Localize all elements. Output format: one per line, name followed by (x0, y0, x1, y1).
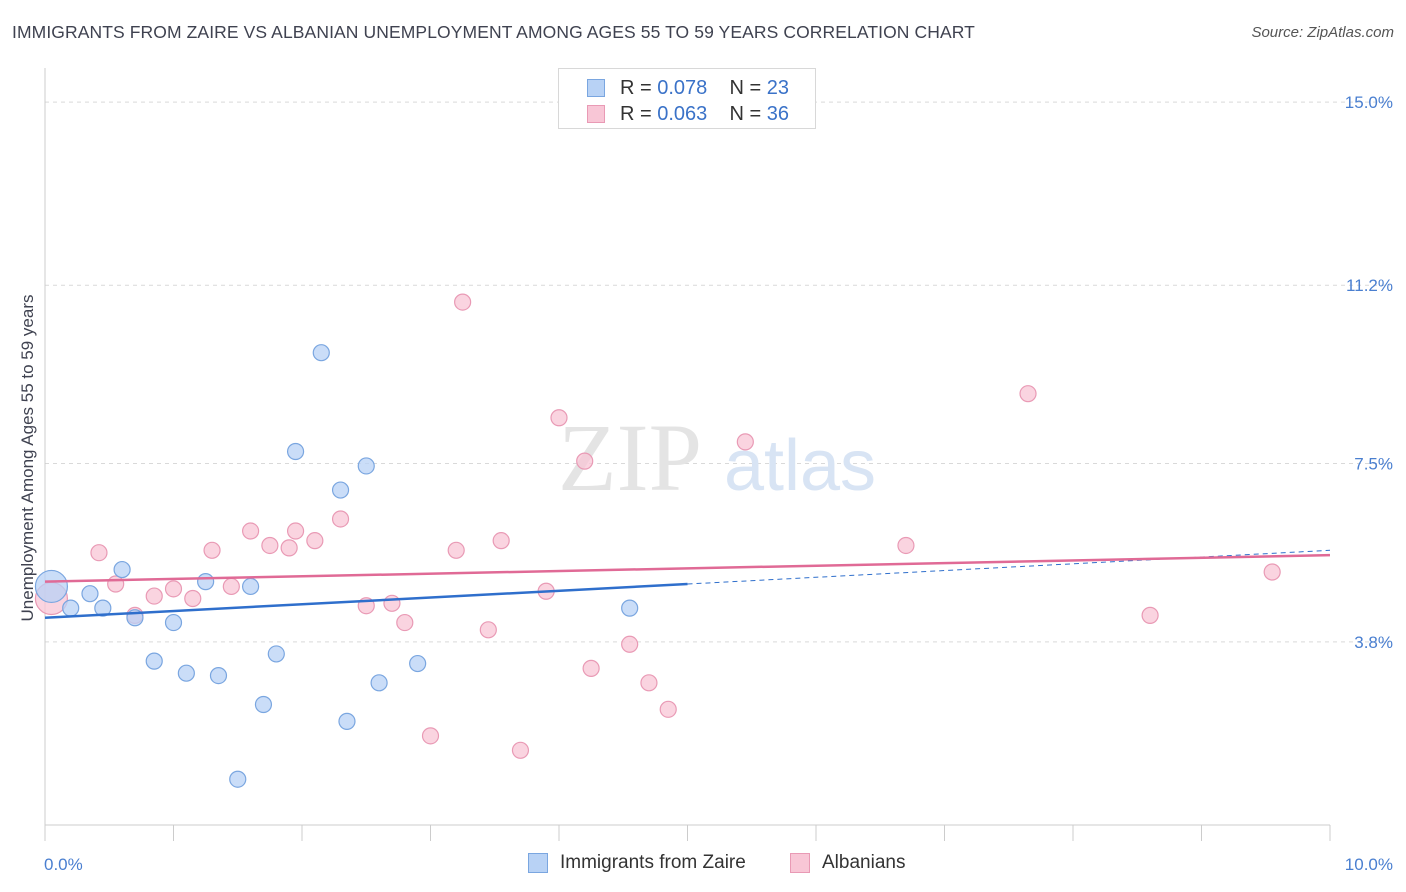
legend-r-value: 0.078 (657, 77, 708, 99)
albanian-point (286, 522, 305, 540)
x-tick-label: 0.0% (44, 855, 83, 874)
zaire-point (177, 664, 195, 682)
zaire-point (357, 457, 375, 475)
zaire-point (62, 599, 80, 617)
zaire-point (164, 613, 183, 632)
albanian-point (1019, 385, 1037, 403)
y-axis-label: Unemployment Among Ages 55 to 59 years (18, 294, 37, 622)
albanian-point (306, 532, 324, 550)
albanian-point (280, 539, 298, 557)
y-tick-label: 15.0% (1345, 93, 1393, 112)
albanian-point (90, 544, 108, 562)
albanian-trend-line (44, 553, 1331, 583)
albanian-point (203, 541, 221, 559)
zaire-point (34, 569, 69, 604)
albanian-point (582, 659, 600, 677)
legend-r-label: R = (620, 103, 652, 125)
zaire-point (338, 712, 356, 730)
gridlines (45, 101, 1390, 643)
legend-n-value: 23 (766, 77, 790, 99)
legend-swatch-zaire (587, 79, 605, 97)
albanian-point (659, 700, 677, 718)
albanian-point (261, 536, 279, 555)
zaire-point (94, 599, 112, 617)
zaire-point (197, 573, 215, 591)
zaire-point (286, 442, 305, 461)
albanian-point (1263, 563, 1281, 581)
x-tick-label: 10.0% (1345, 855, 1393, 874)
legend: R = 0.078 N = 23 R = 0.063 N = 36 (558, 68, 816, 129)
watermark: ZIP atlas (558, 404, 876, 511)
albanian-point (511, 741, 530, 759)
albanian-point (454, 293, 472, 311)
y-tick-label: 11.2% (1346, 276, 1393, 295)
albanian-point (222, 577, 240, 596)
y-tick-label: 3.8% (1354, 633, 1393, 652)
legend-n-value: 36 (766, 103, 790, 125)
albanian-point (447, 541, 465, 559)
legend-swatch-albanians (587, 105, 605, 123)
legend-n-label: N = (729, 103, 762, 125)
albanian-point (479, 621, 497, 639)
zaire-trend-line (44, 582, 688, 620)
albanian-point (383, 594, 401, 612)
zaire-point (209, 666, 228, 685)
bottom-legend-label-zaire: Immigrants from Zaire (560, 852, 746, 873)
tick-labels: 3.8% 7.5% 11.2% 15.0% 0.0% 10.0% (44, 93, 1393, 874)
zaire-point (81, 585, 99, 603)
bottom-legend-swatch-zaire (528, 853, 548, 873)
trend-lines (44, 549, 1331, 620)
albanian-point (736, 433, 754, 451)
albanian-point (576, 452, 594, 470)
albanian-point (331, 510, 350, 528)
bottom-legend-label-albanians: Albanians (822, 852, 906, 873)
albanian-point (621, 635, 639, 653)
albanian-point (897, 536, 915, 555)
zaire-point (409, 654, 427, 673)
zaire-point (621, 599, 639, 617)
legend-r-value: 0.063 (657, 103, 708, 125)
legend-n-label: N = (729, 77, 762, 99)
zaire-point (267, 645, 285, 663)
zaire-point (229, 770, 247, 788)
source-credit: Source: ZipAtlas.com (1251, 24, 1394, 41)
zaire-point (145, 652, 163, 670)
legend-r-label: R = (620, 77, 652, 99)
albanian-point (492, 532, 510, 550)
y-tick-label: 7.5% (1354, 455, 1393, 474)
albanian-point (421, 727, 440, 745)
zaire-point (331, 481, 350, 499)
data-points (34, 293, 1281, 788)
albanian-point (145, 587, 163, 605)
albanian-point (184, 589, 202, 608)
albanian-point (164, 580, 183, 598)
axes (44, 68, 1331, 841)
albanian-point (1141, 606, 1159, 624)
bottom-legend-swatch-albanians (790, 853, 810, 873)
zaire-point (370, 674, 388, 692)
albanian-point (107, 575, 125, 593)
chart-title: IMMIGRANTS FROM ZAIRE VS ALBANIAN UNEMPL… (12, 22, 975, 42)
albanian-point (640, 674, 658, 692)
zaire-point (242, 577, 260, 596)
zaire-point (312, 344, 330, 362)
albanian-point (242, 522, 260, 540)
zaire-point (113, 560, 131, 579)
zaire-point (254, 695, 273, 714)
albanian-point (396, 613, 414, 632)
albanian-point (550, 409, 568, 427)
